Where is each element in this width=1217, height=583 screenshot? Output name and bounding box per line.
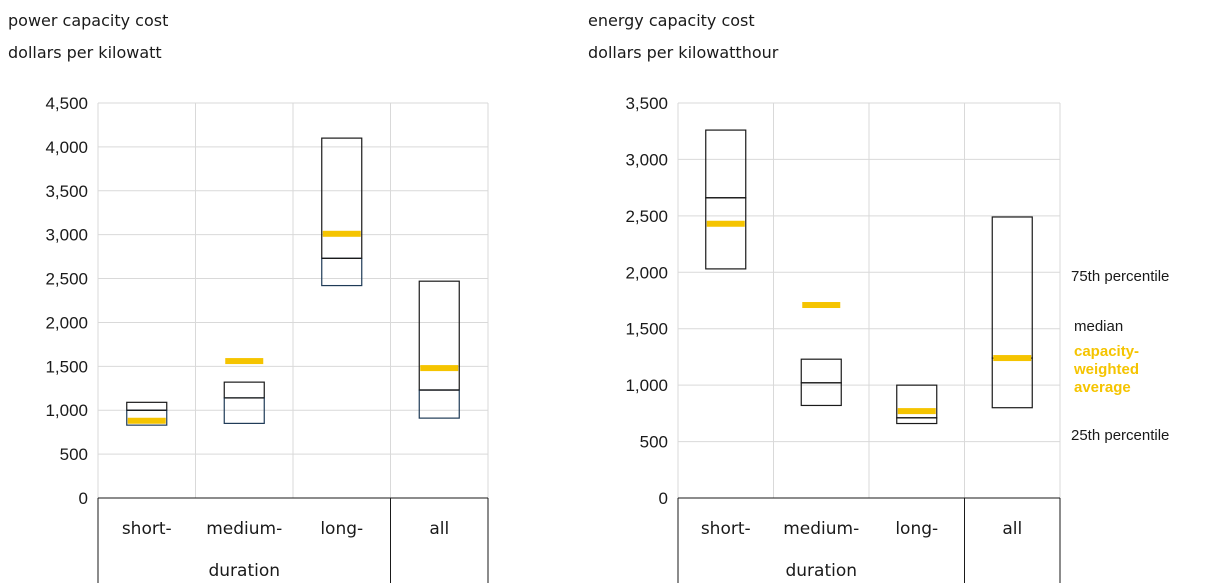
left-ytick-label: 1,000 xyxy=(45,401,88,420)
left-ytick-label: 4,000 xyxy=(45,138,88,157)
left-ytick-label: 4,500 xyxy=(45,94,88,113)
right-ytick-label: 1,500 xyxy=(625,320,668,339)
right-box-upper xyxy=(800,358,842,384)
right-ytick-label: 3,000 xyxy=(625,150,668,169)
left-box-upper xyxy=(418,280,460,391)
right-box-lower xyxy=(800,382,842,407)
right-group-label: duration xyxy=(785,561,857,581)
left-box-upper xyxy=(321,137,363,259)
right-weighted-average-marker xyxy=(706,220,745,227)
left-weighted-average-marker xyxy=(225,358,264,365)
right-box-lower xyxy=(705,197,747,270)
left-ytick-label: 3,500 xyxy=(45,182,88,201)
left-ytick-label: 1,500 xyxy=(45,357,88,376)
legend: 75th percentile median capacity- weighte… xyxy=(1071,268,1169,444)
legend-avg-line2: weighted xyxy=(1073,361,1139,378)
right-box-lower xyxy=(991,357,1033,409)
left-weighted-average-marker xyxy=(420,365,459,372)
right-weighted-average-marker xyxy=(993,355,1032,362)
right-box-upper xyxy=(705,129,747,199)
left-category-label: short- xyxy=(122,519,172,539)
right-category-label: medium- xyxy=(783,519,859,539)
right-box-upper xyxy=(991,216,1033,359)
right-ytick-label: 500 xyxy=(640,433,668,452)
left-category-label: medium- xyxy=(206,519,282,539)
legend-median: median xyxy=(1074,318,1123,335)
left-box-lower xyxy=(418,389,460,419)
left-category-label: all xyxy=(429,519,449,539)
right-ytick-label: 1,000 xyxy=(625,376,668,395)
left-ytick-label: 500 xyxy=(60,445,88,464)
right-ytick-label: 0 xyxy=(659,489,668,508)
right-category-label: short- xyxy=(701,519,751,539)
left-box-lower xyxy=(321,257,363,287)
right-category-label: long- xyxy=(895,519,938,539)
left-box-upper xyxy=(223,381,265,399)
left-category-label: long- xyxy=(320,519,363,539)
right-box-lower xyxy=(896,417,938,425)
legend-p25: 25th percentile xyxy=(1071,427,1169,444)
left-ytick-label: 0 xyxy=(79,489,88,508)
legend-avg-line1: capacity- xyxy=(1074,343,1139,360)
left-chart-title: power capacity cost xyxy=(8,11,168,30)
left-ytick-label: 2,500 xyxy=(45,270,88,289)
left-chart: 0 500 1,000 1,500 2,000 2,500 3,000 3,500 4,000 4… xyxy=(45,94,489,583)
legend-p75: 75th percentile xyxy=(1071,268,1169,285)
right-chart: 0 500 1,000 1,500 2,000 2,500 3,000 3,500 short-… xyxy=(625,94,1061,583)
left-ytick-label: 2,000 xyxy=(45,313,88,332)
right-ytick-label: 2,500 xyxy=(625,207,668,226)
legend-avg-line3: average xyxy=(1074,379,1131,396)
left-ytick-label: 3,000 xyxy=(45,226,88,245)
right-ytick-label: 2,000 xyxy=(625,263,668,282)
right-ytick-label: 3,500 xyxy=(625,94,668,113)
right-chart-subtitle: dollars per kilowatthour xyxy=(588,43,779,62)
right-chart-title: energy capacity cost xyxy=(588,11,755,30)
left-box-upper xyxy=(126,401,168,411)
left-chart-subtitle: dollars per kilowatt xyxy=(8,43,162,62)
left-weighted-average-marker xyxy=(127,417,166,424)
right-weighted-average-marker xyxy=(897,408,936,415)
right-category-label: all xyxy=(1002,519,1022,539)
right-weighted-average-marker xyxy=(802,302,841,309)
left-group-label: duration xyxy=(208,561,280,581)
left-weighted-average-marker xyxy=(322,230,361,237)
